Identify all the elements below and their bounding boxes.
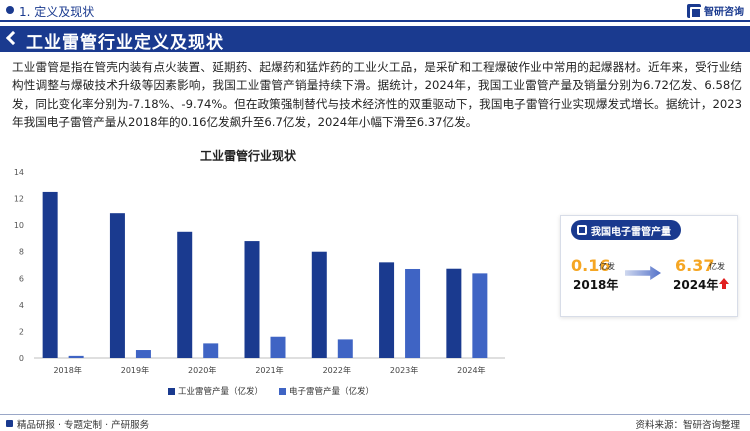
y-tick-label: 12 [14,195,24,204]
logo: 智研咨询 [687,3,744,19]
page-title: 工业雷管行业定义及现状 [26,33,224,53]
x-tick-label: 2018年 [53,365,81,375]
x-tick-label: 2023年 [390,365,418,375]
x-tick-label: 2022年 [323,365,351,375]
info-card: 我国电子雷管产量 0.16 亿发 2018年 6.37 亿发 2024年 [560,215,738,317]
bar-electronic [68,355,84,358]
legend-item-industrial: 工业雷管产量（亿发） [168,385,263,397]
x-tick-label: 2021年 [255,365,283,375]
logo-text: 智研咨询 [704,7,744,18]
bar-industrial [446,268,462,358]
end-value: 6.37 [675,256,715,275]
y-tick-label: 10 [14,221,24,230]
chevron-right-icon [5,30,21,46]
end-unit: 亿发 [709,262,725,271]
y-tick-label: 6 [19,274,24,283]
start-unit: 亿发 [599,262,615,271]
bar-electronic [203,343,219,358]
legend-item-electronic: 电子雷管产量（亿发） [279,385,374,397]
chart-icon [577,225,587,235]
bar-industrial [177,231,193,358]
bar-electronic [270,336,286,358]
start-year: 2018年 [573,278,619,292]
y-tick-label: 2 [19,327,24,336]
card-title: 我国电子雷管产量 [591,227,671,238]
arrow-right-icon [625,266,661,280]
logo-icon [687,3,702,19]
card-header: 我国电子雷管产量 [571,220,681,240]
y-tick-label: 14 [14,168,24,177]
start-value: 0.16 [571,256,611,275]
chart-title: 工业雷管行业现状 [200,149,297,163]
bar-electronic [472,273,488,358]
legend-label-electronic: 电子雷管产量（亿发） [289,387,375,397]
footer-tagline: 精品研报 · 专题定制 · 产研服务 [17,420,150,431]
y-tick-label: 4 [19,301,24,310]
x-tick-label: 2020年 [188,365,216,375]
bar-electronic [135,350,151,358]
legend-swatch-electronic [279,387,287,395]
up-arrow-icon [719,278,729,289]
bar-electronic [405,268,421,358]
footer-source: 资料来源：智研咨询整理 [635,420,740,431]
bar-industrial [42,191,58,358]
end-year: 2024年 [673,278,719,292]
chart-legend: 工业雷管产量（亿发） 电子雷管产量（亿发） [168,385,374,397]
section-label: 1. 定义及现状 [19,5,95,19]
bar-chart: 0 2 4 6 8 10 12 14 2018年 2019年 2020年 2021年 2022年 2023… [14,168,505,375]
legend-label-industrial: 工业雷管产量（亿发） [178,387,264,397]
bar-industrial [311,251,327,358]
bar-industrial [379,262,395,358]
legend-swatch-industrial [168,387,175,395]
footer: 精品研报 · 专题定制 · 产研服务 资料来源：智研咨询整理 [0,414,750,431]
x-tick-label: 2019年 [121,365,149,375]
section-dot-icon [6,6,14,14]
x-tick-label: 2024年 [457,365,485,375]
footer-dot-icon [6,420,13,427]
bar-industrial [244,241,260,358]
title-banner: 工业雷管行业定义及现状 [0,26,750,53]
bar-industrial [109,213,125,358]
bar-electronic [337,339,353,358]
intro-paragraph: 工业雷管是指在管壳内装有点火装置、延期药、起爆药和猛炸药的工业火工品，是采矿和工… [12,60,742,130]
y-tick-label: 8 [19,248,24,257]
top-bar: 1. 定义及现状 智研咨询 [0,0,750,22]
y-tick-label: 0 [19,354,24,363]
